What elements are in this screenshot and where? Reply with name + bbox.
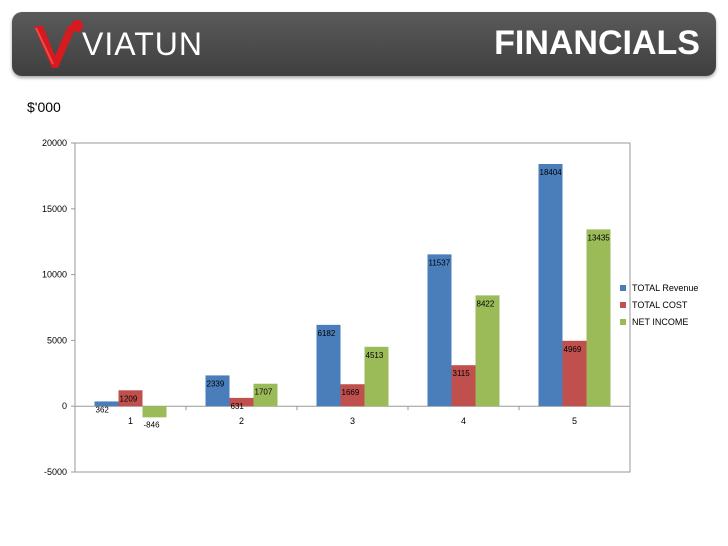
bar-revenue — [94, 401, 119, 407]
bar-net-income — [142, 406, 167, 418]
x-tick-label: 2 — [239, 416, 244, 426]
legend-label-revenue: TOTAL Revenue — [632, 282, 699, 293]
legend-label-cost: TOTAL COST — [632, 299, 688, 310]
chart-legend: TOTAL Revenue TOTAL COST NET INCOME — [620, 279, 698, 330]
legend-item-revenue: TOTAL Revenue — [620, 279, 698, 296]
data-label: 362 — [96, 405, 110, 414]
data-label: 6182 — [318, 329, 336, 338]
legend-label-net-income: NET INCOME — [632, 316, 689, 327]
y-tick-label: 10000 — [42, 270, 67, 280]
bar-net-income — [364, 346, 389, 407]
legend-swatch-cost — [620, 301, 626, 308]
data-label: 3115 — [453, 369, 471, 378]
x-tick-label: 3 — [350, 416, 355, 426]
bar-cost — [229, 397, 254, 407]
page-title: FINANCIALS — [494, 24, 700, 62]
data-label: 4969 — [564, 345, 582, 354]
data-label: 13435 — [588, 233, 611, 242]
bar-cost — [340, 384, 365, 407]
y-tick-label: 20000 — [42, 138, 67, 148]
legend-swatch-net-income — [620, 318, 626, 325]
legend-item-cost: TOTAL COST — [620, 296, 698, 313]
data-label: 11537 — [429, 258, 451, 267]
bar-net-income — [475, 295, 500, 407]
bar-revenue — [316, 324, 341, 407]
data-label: 631 — [231, 402, 245, 411]
brand-name: VIATUN — [82, 26, 203, 62]
legend-item-net-income: NET INCOME — [620, 313, 698, 330]
data-label: -846 — [144, 420, 161, 429]
y-tick-label: 15000 — [42, 204, 67, 214]
data-label: 1209 — [120, 394, 138, 403]
bar-net-income — [253, 383, 278, 407]
y-tick-label: 0 — [62, 401, 67, 411]
bar-revenue — [427, 254, 452, 407]
plot-area — [74, 142, 631, 473]
x-tick-label: 4 — [461, 416, 466, 426]
bar-cost — [118, 390, 143, 407]
units-label: $'000 — [27, 99, 61, 115]
y-tick-label: -5000 — [44, 467, 67, 477]
bar-revenue — [205, 375, 230, 407]
data-label: 2339 — [207, 379, 225, 388]
data-label: 8422 — [477, 299, 495, 308]
data-label: 1707 — [255, 388, 273, 397]
data-label: 1669 — [342, 388, 360, 397]
data-label: 18404 — [540, 168, 563, 177]
bar-cost — [451, 365, 476, 407]
bar-cost — [562, 340, 587, 407]
legend-swatch-revenue — [620, 284, 626, 291]
y-tick-label: 5000 — [47, 335, 67, 345]
header-banner: VIATUN FINANCIALS — [12, 12, 716, 76]
x-tick-label: 5 — [572, 416, 577, 426]
bar-net-income — [586, 229, 611, 407]
x-tick-label: 1 — [128, 416, 133, 426]
data-label: 4513 — [366, 351, 384, 360]
viatun-logo-icon — [34, 20, 83, 68]
bar-revenue — [538, 164, 563, 407]
